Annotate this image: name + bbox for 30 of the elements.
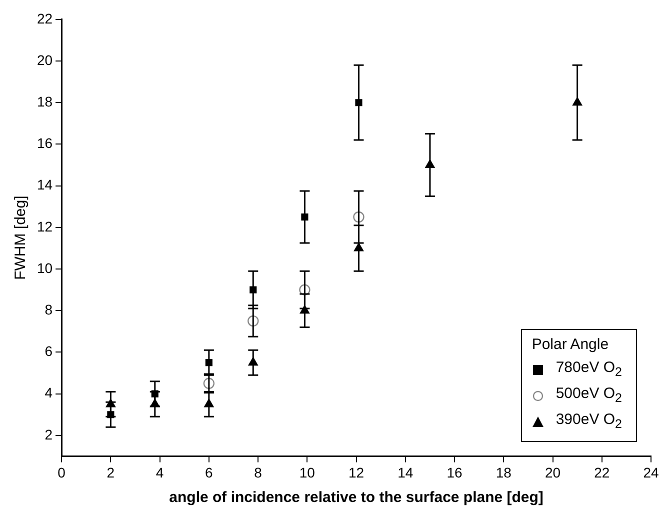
x-tick-label: 16 bbox=[446, 464, 463, 480]
x-axis-title: angle of incidence relative to the surface plane [deg] bbox=[169, 489, 544, 506]
legend-label: 780eV O$_{2}$ bbox=[556, 358, 622, 382]
x-tick-label: 0 bbox=[58, 464, 66, 480]
x-tick-label: 4 bbox=[156, 464, 164, 480]
y-tick-label: 20 bbox=[36, 52, 53, 68]
x-tick-label: 14 bbox=[398, 464, 414, 480]
y-axis-title: FWHM [deg] bbox=[12, 196, 30, 280]
x-tick-label: 2 bbox=[106, 464, 115, 480]
legend-label: 500eV O$_{2}$ bbox=[556, 384, 622, 408]
x-tick-label: 10 bbox=[299, 464, 316, 480]
y-tick-label: 12 bbox=[36, 218, 53, 234]
y-tick-label: 16 bbox=[36, 135, 53, 152]
y-tick-label: 8 bbox=[44, 301, 53, 318]
x-tick-label: 24 bbox=[643, 464, 659, 480]
x-tick-label: 20 bbox=[544, 464, 561, 480]
y-tick-label: 2 bbox=[44, 426, 53, 442]
y-tick-label: 18 bbox=[36, 93, 53, 110]
y-tick-label: 10 bbox=[36, 260, 53, 276]
y-tick-label: 22 bbox=[36, 10, 53, 26]
x-tick-label: 22 bbox=[594, 464, 610, 480]
legend-label: 390eV O$_{2}$ bbox=[556, 410, 622, 434]
y-tick-label: 6 bbox=[44, 343, 53, 360]
x-tick-label: 8 bbox=[254, 464, 262, 480]
x-tick-label: 12 bbox=[348, 464, 364, 480]
x-tick-label: 6 bbox=[205, 464, 214, 480]
legend-title: Polar Angle bbox=[532, 336, 610, 354]
x-tick-label: 18 bbox=[496, 464, 512, 480]
y-tick-label: 14 bbox=[36, 176, 53, 193]
y-tick-label: 4 bbox=[44, 384, 53, 401]
